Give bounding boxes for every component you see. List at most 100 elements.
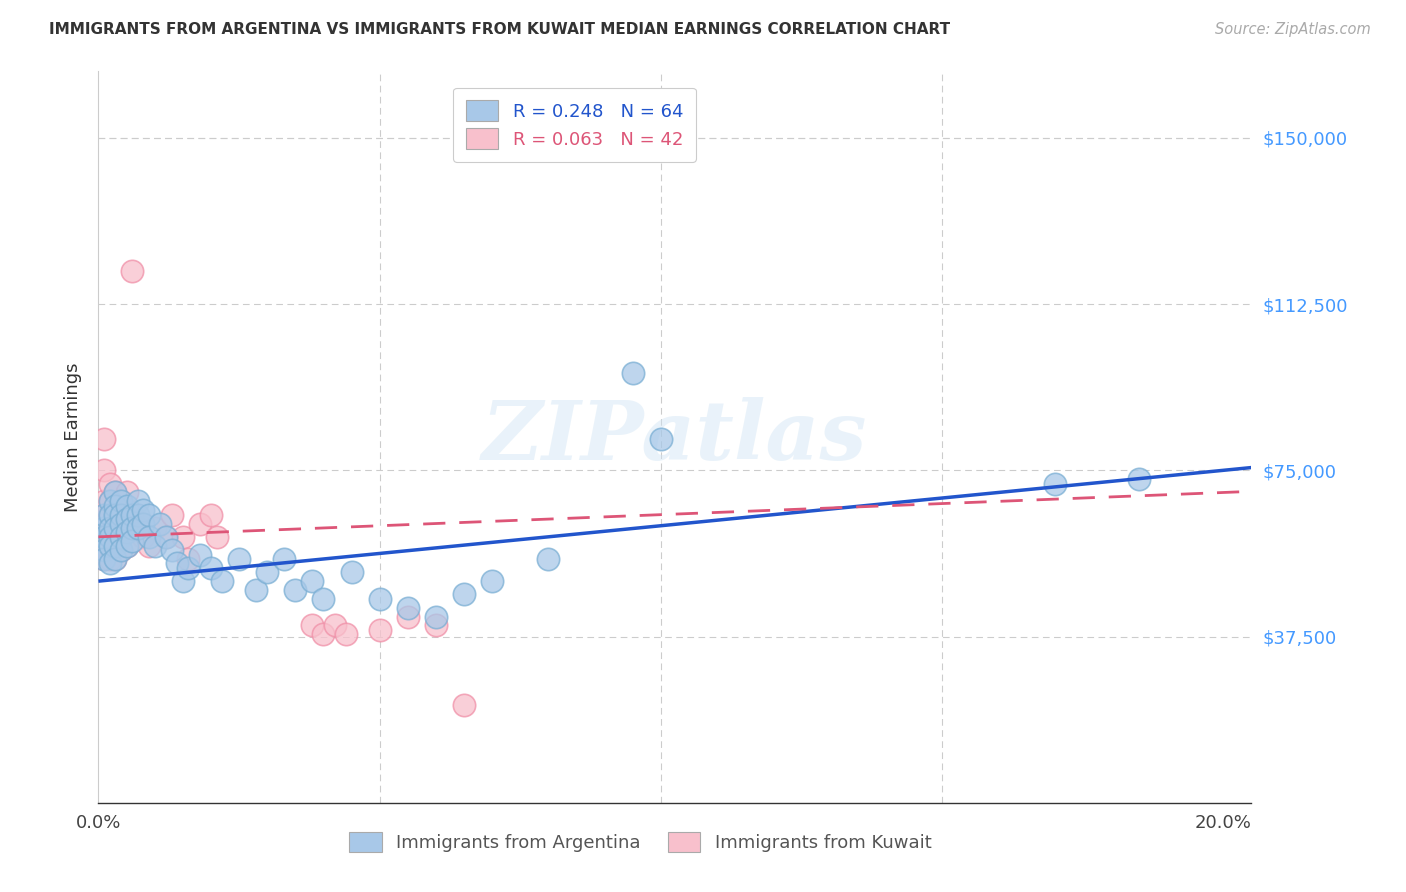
Point: [301, 574, 323, 589]
Point: [188, 548, 211, 562]
Point: [115, 539, 138, 553]
Point: [98, 508, 121, 522]
Point: [121, 521, 143, 535]
Point: [323, 618, 346, 632]
Point: [256, 566, 278, 580]
Point: [110, 494, 132, 508]
Point: [138, 530, 160, 544]
Point: [93, 521, 115, 535]
Legend: Immigrants from Argentina, Immigrants from Kuwait: Immigrants from Argentina, Immigrants fr…: [335, 817, 946, 867]
Point: [312, 591, 335, 606]
Point: [172, 530, 194, 544]
Point: [98, 530, 121, 544]
Point: [127, 508, 149, 522]
Point: [98, 552, 121, 566]
Point: [160, 508, 183, 522]
Point: [110, 508, 132, 522]
Point: [621, 366, 644, 380]
Point: [127, 521, 149, 535]
Point: [93, 552, 115, 566]
Point: [368, 623, 391, 637]
Point: [340, 566, 363, 580]
Point: [93, 432, 115, 446]
Point: [172, 574, 194, 589]
Point: [104, 485, 127, 500]
Point: [121, 264, 143, 278]
Point: [104, 508, 127, 522]
Text: IMMIGRANTS FROM ARGENTINA VS IMMIGRANTS FROM KUWAIT MEDIAN EARNINGS CORRELATION : IMMIGRANTS FROM ARGENTINA VS IMMIGRANTS …: [49, 22, 950, 37]
Point: [200, 508, 222, 522]
Point: [104, 530, 127, 544]
Point: [104, 552, 127, 566]
Point: [98, 494, 121, 508]
Point: [284, 582, 307, 597]
Point: [205, 530, 228, 544]
Point: [481, 574, 503, 589]
Point: [110, 543, 132, 558]
Point: [93, 463, 115, 477]
Text: Source: ZipAtlas.com: Source: ZipAtlas.com: [1215, 22, 1371, 37]
Point: [115, 539, 138, 553]
Point: [155, 530, 177, 544]
Point: [104, 552, 127, 566]
Point: [149, 516, 172, 531]
Point: [110, 516, 132, 531]
Point: [211, 574, 233, 589]
Point: [115, 499, 138, 513]
Point: [98, 557, 121, 571]
Point: [93, 508, 115, 522]
Point: [93, 552, 115, 566]
Point: [110, 543, 132, 558]
Point: [160, 543, 183, 558]
Point: [335, 627, 357, 641]
Point: [132, 503, 155, 517]
Point: [115, 485, 138, 500]
Point: [188, 516, 211, 531]
Point: [127, 494, 149, 508]
Point: [1128, 472, 1150, 486]
Point: [93, 508, 115, 522]
Text: ZIPatlas: ZIPatlas: [482, 397, 868, 477]
Point: [104, 485, 127, 500]
Point: [1043, 476, 1066, 491]
Point: [98, 530, 121, 544]
Point: [104, 539, 127, 553]
Point: [177, 552, 200, 566]
Point: [650, 432, 672, 446]
Point: [301, 618, 323, 632]
Point: [453, 587, 475, 601]
Point: [537, 552, 560, 566]
Point: [138, 508, 160, 522]
Y-axis label: Median Earnings: Median Earnings: [65, 362, 83, 512]
Point: [177, 561, 200, 575]
Point: [127, 516, 149, 531]
Point: [104, 499, 127, 513]
Point: [110, 530, 132, 544]
Point: [396, 600, 419, 615]
Point: [200, 561, 222, 575]
Point: [93, 494, 115, 508]
Point: [396, 609, 419, 624]
Point: [425, 609, 447, 624]
Point: [453, 698, 475, 713]
Point: [143, 539, 166, 553]
Point: [93, 521, 115, 535]
Point: [132, 516, 155, 531]
Point: [115, 508, 138, 522]
Point: [93, 539, 115, 553]
Point: [138, 539, 160, 553]
Point: [245, 582, 267, 597]
Point: [115, 525, 138, 540]
Point: [166, 557, 188, 571]
Point: [368, 591, 391, 606]
Point: [273, 552, 295, 566]
Point: [110, 516, 132, 531]
Point: [121, 534, 143, 549]
Point: [104, 508, 127, 522]
Point: [132, 530, 155, 544]
Point: [98, 494, 121, 508]
Point: [228, 552, 250, 566]
Point: [115, 512, 138, 526]
Point: [425, 618, 447, 632]
Point: [104, 521, 127, 535]
